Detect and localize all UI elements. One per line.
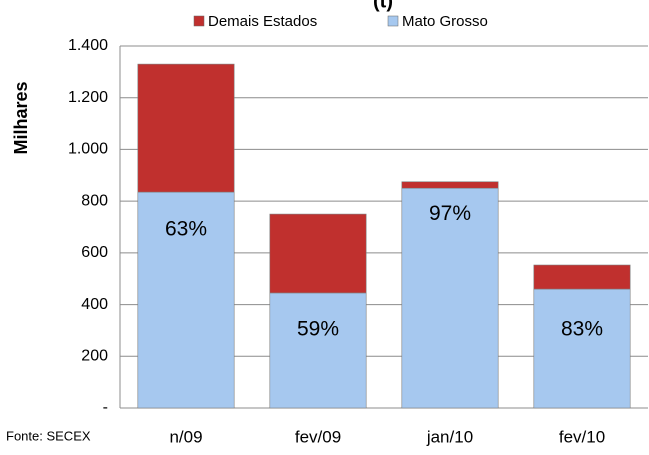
chart-title: (t) (373, 0, 393, 12)
y-tick-label: 600 (81, 244, 108, 261)
source-note: Fonte: SECEX (6, 428, 91, 443)
legend-swatch (387, 15, 399, 27)
bar-segment (269, 213, 367, 294)
legend-label: Mato Grosso (402, 13, 488, 30)
bar-segment (137, 63, 235, 193)
y-tick-label: 1.000 (68, 141, 108, 158)
bar-segment (137, 191, 235, 409)
share-label: 83% (561, 318, 603, 341)
y-axis-label: Milhares (11, 81, 31, 154)
share-label: 63% (165, 218, 207, 241)
legend-swatch (193, 15, 205, 27)
y-tick-label: 1.400 (68, 37, 108, 54)
bar-segment (533, 288, 631, 409)
y-tick-label: 1.200 (68, 89, 108, 106)
x-tick-label: n/09 (169, 427, 202, 446)
y-tick-label: 400 (81, 296, 108, 313)
bar-segment (533, 264, 631, 290)
share-label: 59% (297, 318, 339, 341)
bar-segment (269, 292, 367, 409)
x-tick-label: fev/10 (559, 427, 605, 446)
bar-segment (401, 181, 499, 189)
legend-label: Demais Estados (208, 13, 317, 30)
y-tick-label: - (103, 399, 108, 416)
y-tick-label: 200 (81, 348, 108, 365)
share-label: 97% (429, 202, 471, 225)
x-tick-label: jan/10 (426, 427, 473, 446)
x-tick-label: fev/09 (295, 427, 341, 446)
y-tick-label: 800 (81, 192, 108, 209)
bar-segment (401, 187, 499, 409)
